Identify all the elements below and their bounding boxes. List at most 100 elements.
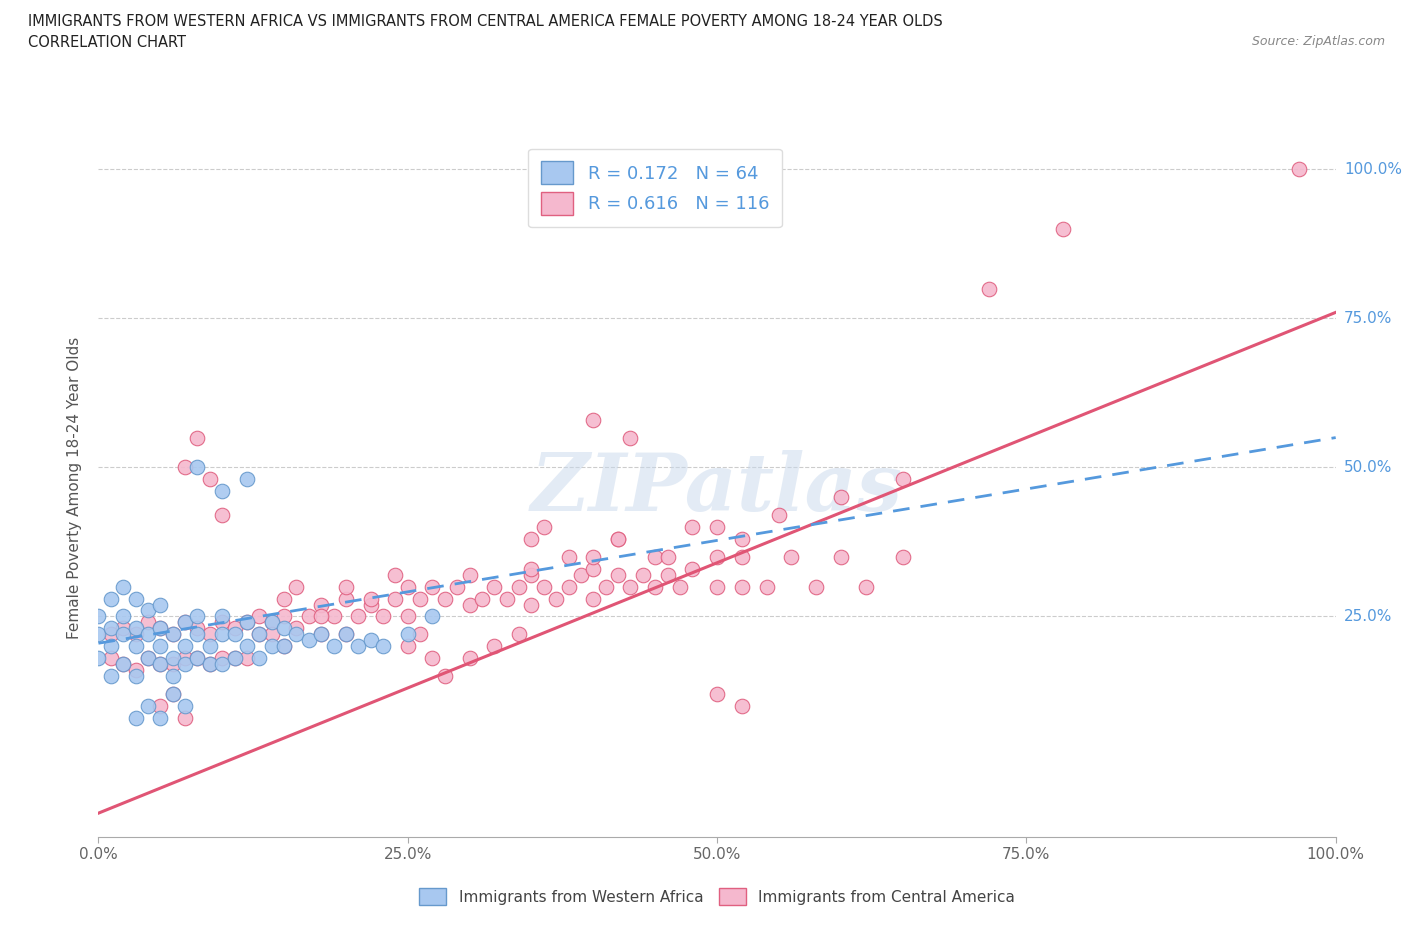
Point <box>681 562 703 577</box>
Text: ZIPatlas: ZIPatlas <box>531 449 903 527</box>
Point <box>211 508 233 523</box>
Point <box>520 567 543 582</box>
Point <box>273 639 295 654</box>
Point <box>149 698 172 713</box>
Point <box>422 609 444 624</box>
Point <box>198 472 221 486</box>
Point <box>198 639 221 654</box>
Point <box>384 591 406 606</box>
Point <box>595 579 617 594</box>
Point <box>484 579 506 594</box>
Point <box>546 591 568 606</box>
Point <box>484 639 506 654</box>
Point <box>136 603 159 618</box>
Point <box>174 460 197 475</box>
Point <box>706 550 728 565</box>
Point <box>260 615 283 630</box>
Point <box>162 686 184 701</box>
Point <box>236 615 259 630</box>
Point <box>979 281 1001 296</box>
Point <box>582 550 605 565</box>
Point <box>211 657 233 671</box>
Point <box>768 508 790 523</box>
Point <box>755 579 778 594</box>
Point <box>211 651 233 666</box>
Text: Source: ZipAtlas.com: Source: ZipAtlas.com <box>1251 35 1385 48</box>
Point <box>174 651 197 666</box>
Point <box>657 550 679 565</box>
Point <box>174 639 197 654</box>
Point <box>198 627 221 642</box>
Point <box>124 669 146 684</box>
Point <box>136 651 159 666</box>
Text: IMMIGRANTS FROM WESTERN AFRICA VS IMMIGRANTS FROM CENTRAL AMERICA FEMALE POVERTY: IMMIGRANTS FROM WESTERN AFRICA VS IMMIGR… <box>28 14 943 29</box>
Point <box>273 609 295 624</box>
Point <box>681 520 703 535</box>
Point <box>731 579 754 594</box>
Point <box>247 651 270 666</box>
Point <box>347 639 370 654</box>
Point <box>124 639 146 654</box>
Point <box>285 579 308 594</box>
Point <box>87 627 110 642</box>
Point <box>236 615 259 630</box>
Point <box>1288 162 1310 177</box>
Point <box>335 627 357 642</box>
Point <box>260 615 283 630</box>
Point <box>149 657 172 671</box>
Point <box>224 627 246 642</box>
Point <box>273 591 295 606</box>
Point <box>855 579 877 594</box>
Text: 25.0%: 25.0% <box>1344 609 1392 624</box>
Point <box>149 621 172 636</box>
Point <box>706 686 728 701</box>
Legend: Immigrants from Western Africa, Immigrants from Central America: Immigrants from Western Africa, Immigran… <box>412 880 1022 913</box>
Point <box>396 627 419 642</box>
Point <box>422 651 444 666</box>
Point <box>533 579 555 594</box>
Point <box>335 591 357 606</box>
Point <box>396 609 419 624</box>
Point <box>100 651 122 666</box>
Point <box>136 627 159 642</box>
Point <box>619 431 641 445</box>
Point <box>149 657 172 671</box>
Point <box>644 579 666 594</box>
Point <box>149 711 172 725</box>
Point <box>162 686 184 701</box>
Point <box>260 627 283 642</box>
Point <box>186 621 208 636</box>
Point <box>433 591 456 606</box>
Point <box>582 412 605 427</box>
Point <box>136 698 159 713</box>
Point <box>471 591 494 606</box>
Point <box>124 711 146 725</box>
Point <box>100 627 122 642</box>
Point <box>557 550 579 565</box>
Point <box>273 639 295 654</box>
Point <box>236 639 259 654</box>
Point <box>224 651 246 666</box>
Point <box>174 615 197 630</box>
Point <box>224 621 246 636</box>
Point <box>495 591 517 606</box>
Point <box>309 627 332 642</box>
Point <box>396 639 419 654</box>
Point <box>731 550 754 565</box>
Point <box>211 627 233 642</box>
Point <box>112 579 135 594</box>
Point <box>100 639 122 654</box>
Point <box>174 615 197 630</box>
Point <box>298 632 321 647</box>
Point <box>433 669 456 684</box>
Point <box>124 627 146 642</box>
Point <box>508 579 530 594</box>
Point <box>162 657 184 671</box>
Point <box>458 567 481 582</box>
Point <box>607 531 630 546</box>
Point <box>211 615 233 630</box>
Point <box>162 651 184 666</box>
Point <box>409 627 432 642</box>
Text: 75.0%: 75.0% <box>1344 311 1392 325</box>
Point <box>409 591 432 606</box>
